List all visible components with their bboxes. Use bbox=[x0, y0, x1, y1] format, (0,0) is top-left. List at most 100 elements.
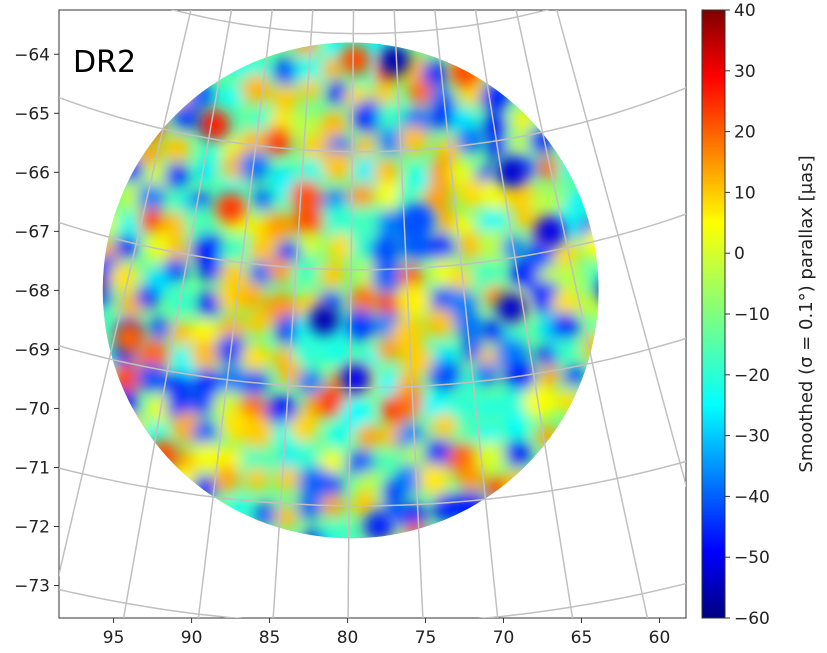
texture-spot bbox=[293, 442, 320, 469]
parallax-maximum bbox=[199, 110, 230, 141]
texture-spot bbox=[136, 285, 160, 309]
x-tick-label: 65 bbox=[571, 628, 593, 648]
texture-spot bbox=[451, 107, 478, 134]
parallax-minimum bbox=[402, 204, 433, 235]
texture-spot bbox=[317, 386, 348, 417]
texture-spot bbox=[239, 128, 266, 155]
colorbar-tick-label: −50 bbox=[734, 548, 770, 568]
texture-spot bbox=[249, 260, 274, 285]
parallax-minimum bbox=[309, 304, 340, 335]
texture-spot bbox=[351, 99, 385, 133]
texture-spot bbox=[504, 439, 532, 467]
texture-spot bbox=[289, 179, 322, 213]
texture-spot bbox=[263, 126, 293, 156]
texture-spot bbox=[297, 495, 323, 520]
texture-spot bbox=[192, 442, 222, 472]
texture-spot bbox=[241, 342, 271, 373]
texture-spot bbox=[550, 312, 580, 342]
texture-spot bbox=[319, 261, 346, 289]
texture-spot bbox=[353, 135, 377, 158]
meridian-line bbox=[393, 10, 424, 618]
texture-spot bbox=[137, 363, 167, 393]
parallel-line bbox=[59, 337, 686, 389]
texture-spot bbox=[456, 464, 485, 492]
parallel-line bbox=[59, 213, 686, 271]
texture-spot bbox=[425, 308, 455, 338]
x-tick-label: 85 bbox=[259, 628, 281, 648]
texture-spot bbox=[183, 205, 217, 239]
texture-spot bbox=[316, 472, 344, 499]
parallel-line bbox=[59, 582, 686, 618]
y-tick-label: −71 bbox=[14, 458, 50, 478]
texture-spot bbox=[474, 362, 499, 387]
texture-spot bbox=[297, 369, 323, 395]
texture-spot bbox=[407, 79, 433, 105]
texture-spot bbox=[513, 206, 537, 230]
texture-spot bbox=[377, 127, 405, 155]
texture-spot bbox=[294, 54, 328, 88]
texture-spot bbox=[354, 470, 383, 498]
colorbar-tick-label: 30 bbox=[734, 62, 756, 82]
texture-spot bbox=[163, 372, 192, 401]
texture-spot bbox=[553, 337, 577, 361]
colorbar-tick-label: −40 bbox=[734, 487, 770, 507]
texture-spot bbox=[456, 126, 484, 154]
texture-spot bbox=[326, 81, 350, 105]
texture-spot bbox=[377, 101, 409, 133]
texture-spot bbox=[190, 339, 222, 371]
texture-spot bbox=[503, 414, 529, 440]
texture-spot bbox=[375, 451, 398, 474]
texture-spot bbox=[426, 233, 456, 263]
y-tick-label: −72 bbox=[14, 518, 50, 538]
texture-spot bbox=[322, 522, 348, 539]
texture-spot bbox=[292, 333, 327, 368]
parallax-maximum bbox=[114, 322, 145, 353]
x-tick-label: 75 bbox=[415, 628, 437, 648]
y-tick-label: −67 bbox=[14, 222, 50, 242]
texture-spot bbox=[350, 234, 373, 257]
texture-spot bbox=[474, 441, 507, 473]
texture-spot bbox=[507, 134, 533, 161]
texture-spot bbox=[238, 150, 271, 183]
texture-spot bbox=[264, 211, 295, 242]
texture-spot bbox=[399, 125, 429, 156]
texture-spot bbox=[321, 57, 344, 80]
texture-spot bbox=[430, 412, 458, 440]
texture-spot bbox=[251, 187, 274, 211]
colorbar-tick-label: −10 bbox=[734, 305, 770, 325]
texture-spot bbox=[401, 502, 428, 528]
texture-spot bbox=[456, 178, 487, 209]
meridian-line bbox=[347, 10, 355, 618]
texture-spot bbox=[432, 493, 462, 523]
texture-spot bbox=[196, 291, 222, 317]
x-tick-label: 95 bbox=[103, 628, 125, 648]
meridian-line bbox=[272, 10, 314, 618]
texture-spot bbox=[164, 163, 190, 190]
texture-spot bbox=[483, 319, 507, 343]
y-axis: −64 −65 −66 −67 −68 −69 −70 −71 −72 −73 bbox=[14, 45, 59, 597]
x-tick-label: 70 bbox=[493, 628, 515, 648]
meridian-line bbox=[515, 10, 649, 618]
texture-spot bbox=[398, 264, 425, 291]
texture-spot bbox=[193, 160, 217, 183]
parallax-minimum bbox=[496, 293, 527, 324]
parallax-maximum bbox=[215, 192, 246, 223]
colorbar-label: Smoothed (σ = 0.1°) parallax [μas] bbox=[796, 155, 817, 472]
y-tick-label: −65 bbox=[14, 104, 50, 124]
texture-spot bbox=[369, 235, 400, 266]
meridian-line bbox=[59, 10, 192, 578]
texture-spot bbox=[357, 346, 382, 371]
texture-spot bbox=[245, 310, 271, 335]
texture-spot bbox=[348, 206, 381, 240]
x-axis: 95 90 85 80 75 70 65 60 bbox=[103, 618, 670, 648]
texture-spot bbox=[397, 283, 431, 318]
texture-spot bbox=[349, 284, 379, 314]
texture-spot bbox=[272, 57, 301, 85]
texture-spot bbox=[399, 343, 433, 377]
texture-spot bbox=[241, 73, 272, 105]
y-tick-label: −70 bbox=[14, 399, 50, 419]
texture-spot bbox=[324, 339, 352, 367]
parallax-minimum bbox=[535, 216, 566, 247]
texture-spot bbox=[248, 238, 280, 269]
